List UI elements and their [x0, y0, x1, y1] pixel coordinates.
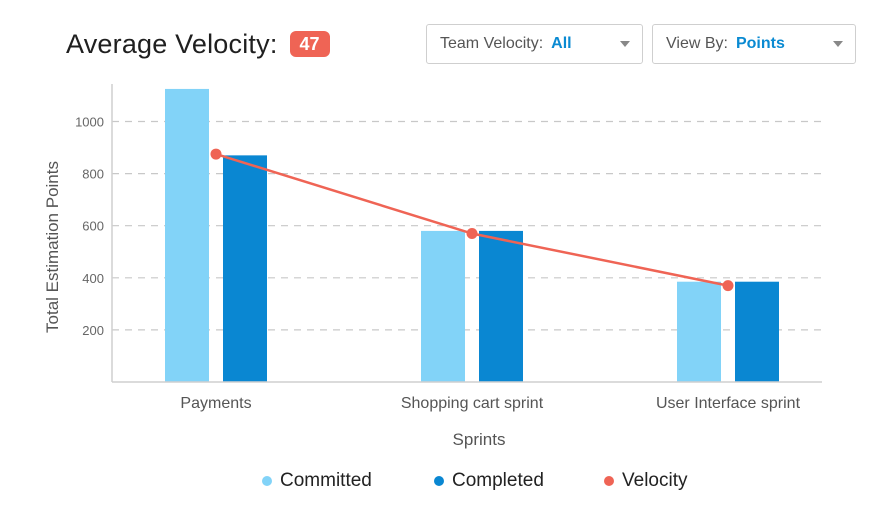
legend-label-completed: Completed	[452, 470, 544, 491]
chart-header: Average Velocity: 47	[66, 28, 330, 60]
legend-label-velocity: Velocity	[622, 470, 688, 491]
velocity-badge: 47	[289, 31, 330, 57]
committed-swatch	[262, 476, 272, 486]
bar-committed	[677, 281, 721, 382]
view-by-label: View By:	[666, 35, 728, 52]
legend-label-committed: Committed	[280, 470, 372, 491]
legend: Committed Completed Velocity	[0, 470, 892, 494]
legend-item-velocity[interactable]: Velocity	[604, 470, 687, 492]
page-title: Average Velocity:	[66, 28, 278, 59]
velocity-line	[210, 148, 734, 292]
legend-item-committed[interactable]: Committed	[262, 470, 372, 492]
x-category-label: Payments	[180, 395, 251, 412]
team-velocity-label: Team Velocity:	[440, 35, 544, 52]
velocity-point	[210, 148, 222, 160]
y-tick-label: 400	[82, 271, 104, 286]
y-tick-label: 800	[82, 167, 104, 182]
velocity-swatch	[604, 476, 614, 486]
y-axis-title: Total Estimation Points	[43, 161, 62, 333]
x-category-label: User Interface sprint	[656, 395, 801, 412]
bar-committed	[165, 88, 209, 382]
view-by-dropdown[interactable]: View By: Points	[652, 24, 856, 64]
bars	[165, 88, 779, 382]
y-tick-labels: 200 400 600 800 1000	[75, 115, 104, 338]
bar-committed	[421, 230, 465, 382]
y-tick-label: 1000	[75, 115, 104, 130]
completed-swatch	[434, 476, 444, 486]
bar-completed	[223, 155, 267, 382]
bar-completed	[735, 281, 779, 382]
legend-item-completed[interactable]: Completed	[434, 470, 544, 492]
chevron-down-icon	[833, 41, 843, 47]
chevron-down-icon	[620, 41, 630, 47]
view-by-value: Points	[735, 35, 785, 52]
x-axis-title: Sprints	[453, 430, 506, 449]
team-velocity-value: All	[551, 35, 572, 52]
y-tick-label: 600	[82, 219, 104, 234]
x-category-labels: Payments Shopping cart sprint User Interfa…	[180, 395, 800, 412]
y-tick-label: 200	[82, 323, 104, 338]
x-category-label: Shopping cart sprint	[401, 395, 544, 412]
velocity-point	[466, 228, 478, 240]
axes	[111, 84, 822, 383]
team-velocity-dropdown[interactable]: Team Velocity: All	[426, 24, 643, 64]
velocity-point	[722, 280, 734, 292]
bar-completed	[479, 230, 523, 382]
